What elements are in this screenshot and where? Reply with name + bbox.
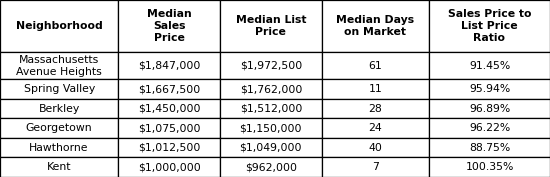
Bar [322,99,429,118]
Text: Median Days
on Market: Median Days on Market [336,15,415,37]
Bar [118,79,220,99]
Bar [322,79,429,99]
Text: 40: 40 [368,143,382,153]
Bar [0,99,118,118]
Text: Kent: Kent [47,162,72,172]
Text: 24: 24 [368,123,382,133]
Text: $1,150,000: $1,150,000 [240,123,302,133]
Bar [220,79,322,99]
Bar [0,118,118,138]
Bar [0,158,118,177]
Text: $1,667,500: $1,667,500 [138,84,200,94]
Bar [322,158,429,177]
Bar [220,158,322,177]
Text: Median
Sales
Price: Median Sales Price [147,9,191,43]
Text: 96.22%: 96.22% [469,123,510,133]
Text: 11: 11 [368,84,382,94]
Text: $1,847,000: $1,847,000 [138,61,200,71]
Text: 95.94%: 95.94% [469,84,510,94]
Text: $1,762,000: $1,762,000 [240,84,302,94]
Text: 91.45%: 91.45% [469,61,510,71]
Bar [220,99,322,118]
Bar [118,118,220,138]
Text: Hawthorne: Hawthorne [29,143,89,153]
Text: Georgetown: Georgetown [26,123,92,133]
Bar [220,0,322,52]
Text: 28: 28 [368,104,382,114]
Bar [0,52,118,79]
Text: Berkley: Berkley [39,104,80,114]
Text: $1,450,000: $1,450,000 [138,104,200,114]
Bar [429,158,550,177]
Text: 96.89%: 96.89% [469,104,510,114]
Text: $1,012,500: $1,012,500 [138,143,200,153]
Text: $1,075,000: $1,075,000 [138,123,200,133]
Bar [322,52,429,79]
Text: Spring Valley: Spring Valley [24,84,95,94]
Text: Median List
Price: Median List Price [235,15,306,37]
Bar [322,138,429,158]
Bar [322,118,429,138]
Text: 7: 7 [372,162,379,172]
Bar [0,138,118,158]
Bar [118,99,220,118]
Text: $1,512,000: $1,512,000 [240,104,302,114]
Bar [220,118,322,138]
Bar [429,118,550,138]
Text: $1,000,000: $1,000,000 [138,162,201,172]
Bar [118,138,220,158]
Bar [0,79,118,99]
Bar [429,138,550,158]
Bar [429,99,550,118]
Text: 88.75%: 88.75% [469,143,510,153]
Bar [0,0,118,52]
Text: $962,000: $962,000 [245,162,297,172]
Bar [220,52,322,79]
Text: $1,972,500: $1,972,500 [240,61,302,71]
Bar [322,0,429,52]
Text: Massachusetts
Avenue Heights: Massachusetts Avenue Heights [16,55,102,77]
Bar [429,79,550,99]
Bar [118,158,220,177]
Text: Sales Price to
List Price
Ratio: Sales Price to List Price Ratio [448,9,531,43]
Bar [429,0,550,52]
Text: 100.35%: 100.35% [465,162,514,172]
Text: $1,049,000: $1,049,000 [240,143,302,153]
Bar [429,52,550,79]
Text: 61: 61 [368,61,382,71]
Bar [118,52,220,79]
Bar [220,138,322,158]
Text: Neighborhood: Neighborhood [16,21,102,31]
Bar [118,0,220,52]
